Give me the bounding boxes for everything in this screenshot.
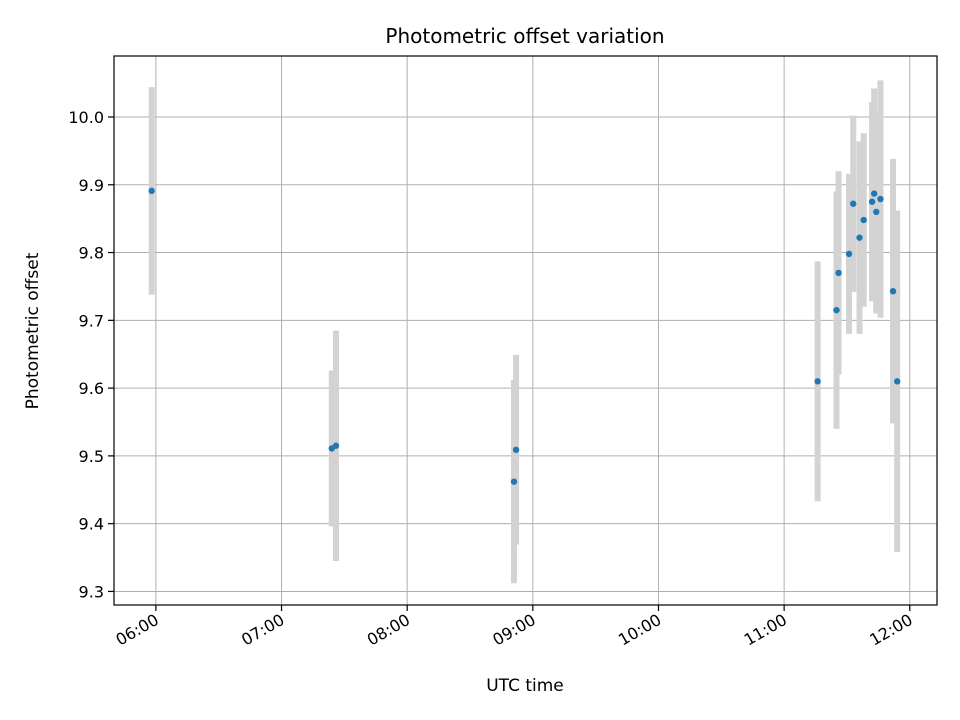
data-point xyxy=(332,442,340,449)
data-point xyxy=(856,234,863,241)
data-point xyxy=(512,446,520,453)
data-point xyxy=(868,198,876,205)
x-axis-title: UTC time xyxy=(486,676,564,696)
data-point xyxy=(889,287,897,295)
data-point xyxy=(873,208,880,216)
data-point xyxy=(510,478,518,485)
y-tick-label: 9.6 xyxy=(79,379,104,398)
y-axis-title: Photometric offset xyxy=(23,252,43,409)
data-point xyxy=(148,187,155,195)
y-axis: 9.3 9.4 9.5 9.6 9.7 9.8 9.9 10.0 xyxy=(68,108,114,601)
chart-title: Photometric offset variation xyxy=(385,24,664,48)
data-point xyxy=(835,269,842,277)
y-tick-label: 9.7 xyxy=(79,311,104,330)
y-tick-label: 10.0 xyxy=(68,108,104,127)
y-tick-label: 9.3 xyxy=(79,582,104,601)
data-point xyxy=(850,200,857,207)
data-point xyxy=(877,195,884,203)
plot-frame xyxy=(113,55,938,606)
data-point xyxy=(845,250,853,258)
data-point xyxy=(814,378,821,385)
y-tick-label: 9.4 xyxy=(79,515,104,534)
y-tick-label: 9.5 xyxy=(79,447,104,466)
y-tick-label: 9.9 xyxy=(79,176,104,195)
data-point xyxy=(833,306,840,314)
y-tick-label: 9.8 xyxy=(79,244,104,263)
grid xyxy=(114,56,937,605)
data-point xyxy=(860,216,867,224)
data-point xyxy=(870,190,878,197)
data-point xyxy=(894,378,901,385)
data-points xyxy=(148,187,901,485)
